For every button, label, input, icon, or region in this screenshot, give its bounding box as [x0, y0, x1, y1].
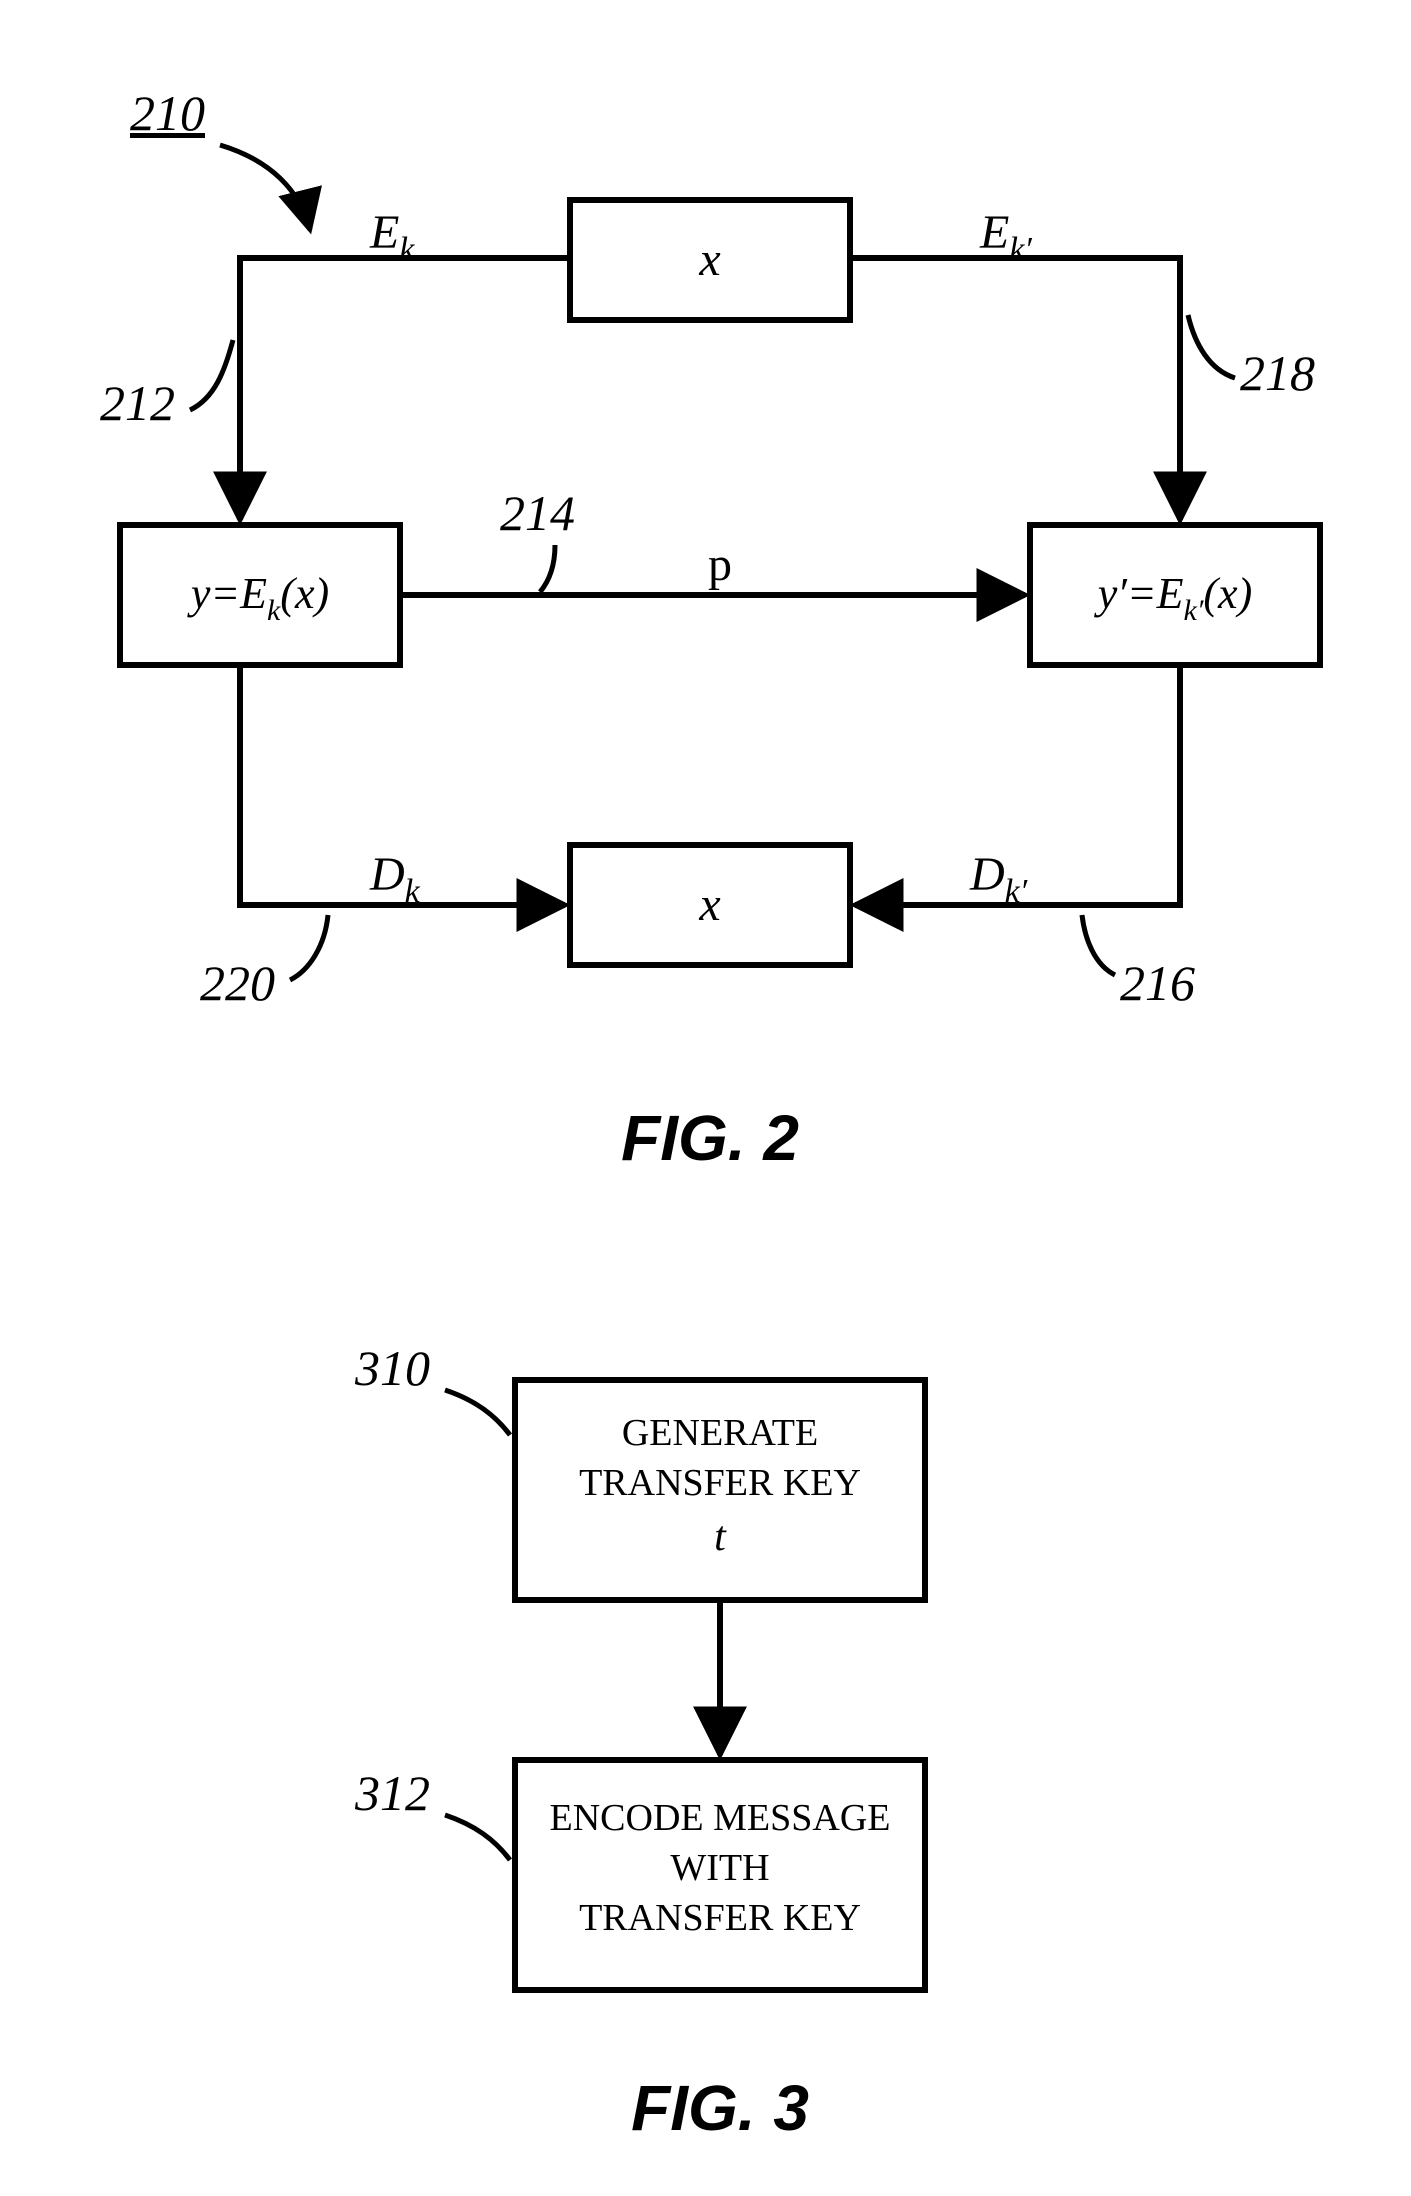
ref-214: 214: [500, 485, 575, 541]
label-ek: Ek: [369, 206, 415, 268]
ref-210: 210: [130, 85, 205, 141]
ref-212: 212: [100, 375, 175, 431]
box-generate-l2: TRANSFER KEY: [579, 1462, 861, 1504]
leader-216: [1082, 915, 1115, 975]
box-encode-l2: WITH: [670, 1847, 769, 1889]
box-generate-l3: t: [714, 1514, 727, 1560]
edge-ek: [240, 258, 570, 520]
fig3-caption: FIG. 3: [631, 2072, 809, 2144]
label-dkp: Dk′: [969, 848, 1028, 910]
leader-210: [220, 145, 310, 230]
box-encode-l3: TRANSFER KEY: [579, 1897, 861, 1939]
label-ekp: Ek′: [979, 206, 1032, 268]
ref-310: 310: [354, 1340, 430, 1396]
label-p: p: [708, 538, 732, 591]
ref-216: 216: [1120, 955, 1195, 1011]
fig-3: GENERATE TRANSFER KEY t 310 ENCODE MESSA…: [354, 1340, 925, 2144]
box-x-bot-label: x: [698, 878, 720, 931]
leader-312: [445, 1815, 510, 1860]
leader-310: [445, 1390, 510, 1435]
fig-2: 210 x Ek Ek′ 212 218 y=Ek(x): [100, 85, 1320, 1174]
leader-214: [540, 545, 555, 592]
ref-312: 312: [354, 1765, 430, 1821]
box-generate-l1: GENERATE: [622, 1412, 818, 1454]
ref-220: 220: [200, 955, 275, 1011]
edge-ekp: [850, 258, 1180, 520]
leader-218: [1188, 315, 1235, 378]
leader-220: [290, 915, 328, 980]
box-x-top-label: x: [698, 233, 720, 286]
box-encode-l1: ENCODE MESSAGE: [550, 1797, 891, 1839]
edge-dkp: [855, 665, 1180, 905]
ref-218: 218: [1240, 345, 1315, 401]
fig2-caption: FIG. 2: [621, 1102, 799, 1174]
leader-212: [190, 340, 233, 410]
label-dk: Dk: [369, 848, 421, 910]
diagram-canvas: 210 x Ek Ek′ 212 218 y=Ek(x): [0, 0, 1411, 2196]
